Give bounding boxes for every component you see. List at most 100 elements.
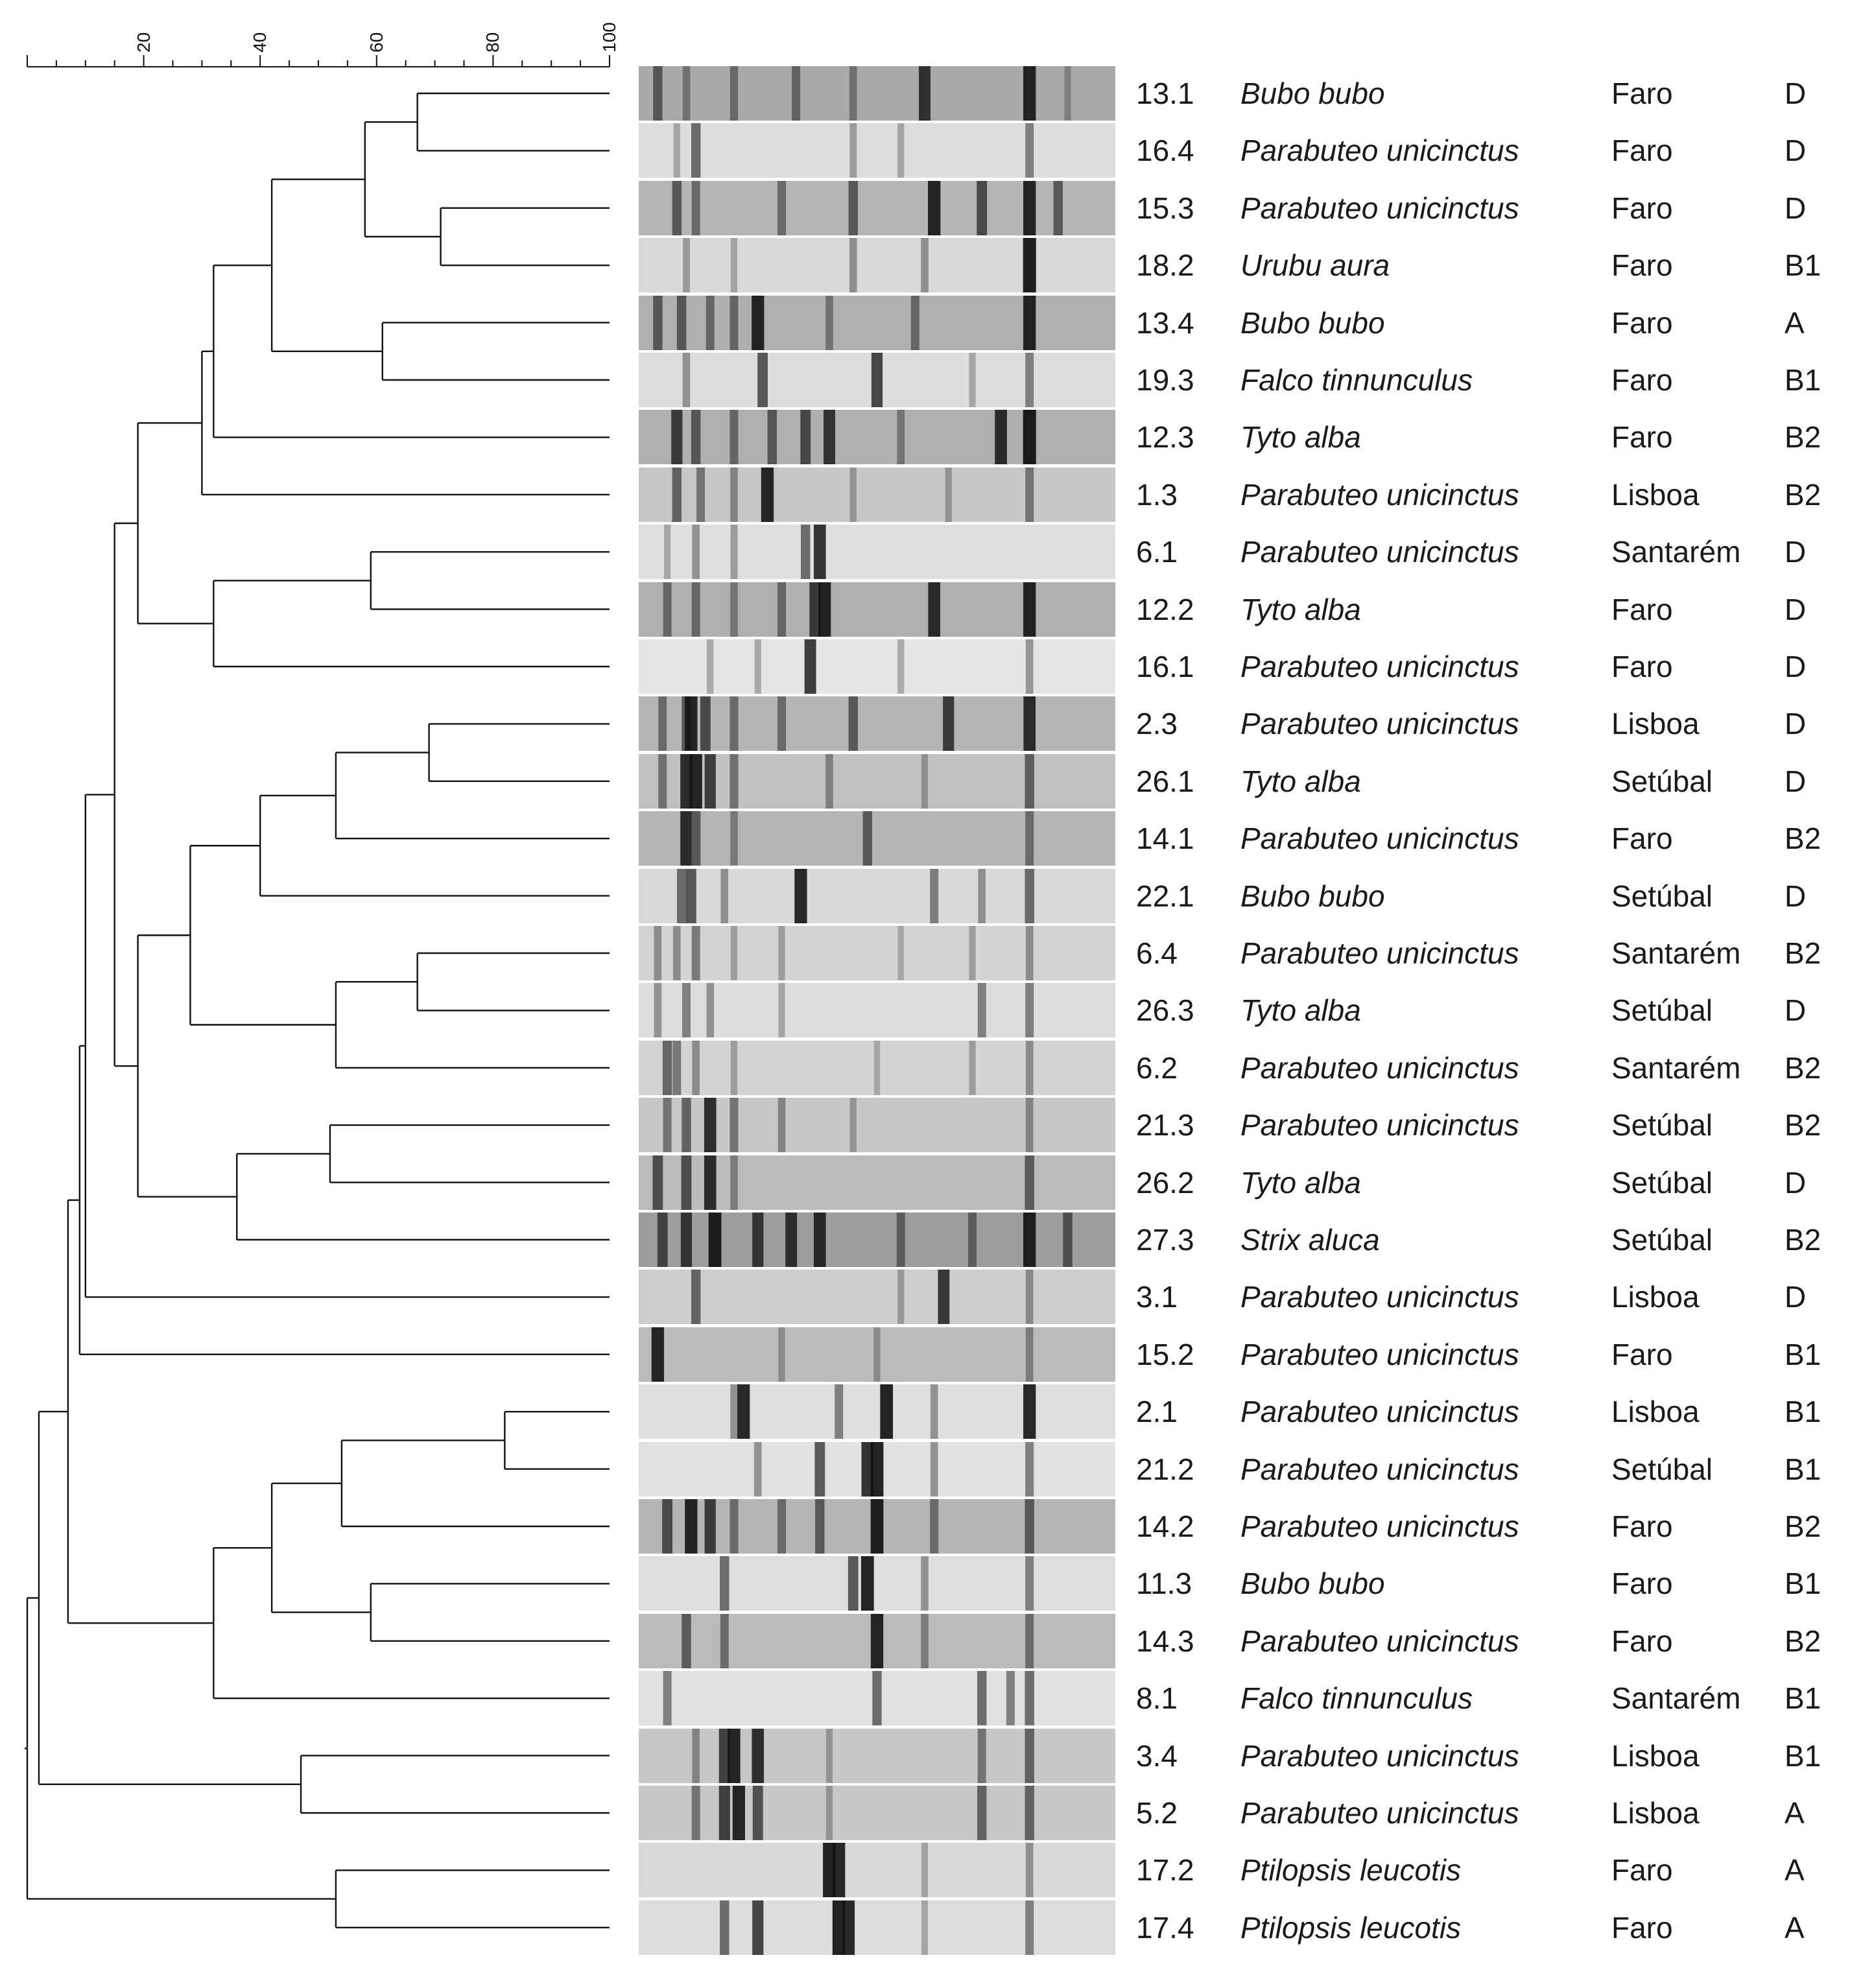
gel-band: [700, 696, 711, 751]
gel-band: [651, 1327, 665, 1382]
gel-band: [1023, 1384, 1036, 1439]
isolate-species: Parabuteo unicinctus: [1240, 1738, 1519, 1773]
isolate-row: 8.1 Falco tinnunculus Santarém B1: [0, 1670, 1850, 1727]
gel-band: [672, 1040, 682, 1095]
gel-band: [849, 467, 857, 522]
isolate-location: Faro: [1611, 191, 1673, 225]
gel-band: [752, 1786, 763, 1840]
gel-band: [930, 1441, 938, 1497]
isolate-row: 26.1 Tyto alba Setúbal D: [0, 753, 1850, 810]
gel-band: [706, 295, 715, 350]
gel-band: [1025, 123, 1034, 178]
gel-band: [921, 1556, 929, 1611]
isolate-species: Parabuteo unicinctus: [1240, 1337, 1519, 1371]
gel-band: [708, 1213, 722, 1267]
isolate-id: 14.3: [1136, 1624, 1194, 1658]
gel-band: [754, 639, 761, 694]
phylogroup: A: [1785, 305, 1805, 340]
isolate-row: 18.2 Urubu aura Faro B1: [0, 237, 1850, 294]
gel-band: [1025, 1786, 1034, 1840]
isolate-species: Ptilopsis leucotis: [1240, 1910, 1462, 1945]
isolate-location: Faro: [1611, 248, 1673, 283]
gel-band: [995, 410, 1007, 465]
gel-band: [737, 1384, 750, 1439]
phylogroup: D: [1785, 535, 1807, 569]
gel-band: [873, 1327, 881, 1382]
gel-band: [729, 696, 739, 751]
phylogroup: B2: [1785, 477, 1821, 512]
gel-band: [814, 1213, 826, 1267]
isolate-row: 26.2 Tyto alba Setúbal D: [0, 1154, 1850, 1211]
gel-band: [777, 582, 786, 637]
isolate-id: 17.2: [1136, 1853, 1194, 1887]
gel-band: [1025, 1843, 1034, 1898]
isolate-species: Tyto alba: [1240, 1165, 1361, 1200]
gel-lane: [639, 1441, 1115, 1497]
isolate-row: 5.2 Parabuteo unicinctus Lisboa A: [0, 1784, 1850, 1841]
gel-band: [930, 1499, 939, 1554]
isolate-row: 6.1 Parabuteo unicinctus Santarém D: [0, 523, 1850, 580]
isolate-location: Faro: [1611, 305, 1673, 340]
isolate-location: Faro: [1611, 1509, 1673, 1543]
gel-lane: [639, 753, 1115, 809]
gel-band: [676, 295, 687, 350]
phylogroup: B1: [1785, 363, 1821, 397]
isolate-species: Tyto alba: [1240, 420, 1361, 455]
gel-band: [691, 410, 701, 465]
isolate-species: Ptilopsis leucotis: [1240, 1853, 1462, 1887]
isolate-species: Parabuteo unicinctus: [1240, 477, 1519, 512]
gel-band: [654, 983, 662, 1038]
gel-band: [1025, 1441, 1034, 1497]
isolate-id: 6.2: [1136, 1050, 1178, 1085]
gel-band: [685, 868, 696, 923]
isolate-location: Setúbal: [1611, 993, 1713, 1028]
phylogroup: B1: [1785, 1452, 1821, 1486]
isolate-species: Parabuteo unicinctus: [1240, 822, 1519, 856]
isolate-species: Parabuteo unicinctus: [1240, 1050, 1519, 1085]
gel-band: [862, 811, 872, 866]
gel-band: [860, 1556, 874, 1611]
gel-band: [872, 1671, 882, 1726]
isolate-species: Bubo bubo: [1240, 879, 1385, 913]
gel-band: [730, 1384, 738, 1439]
gel-lane: [639, 1155, 1115, 1210]
gel-band: [752, 1900, 764, 1955]
gel-band: [682, 1613, 691, 1668]
isolate-row: 1.3 Parabuteo unicinctus Lisboa B2: [0, 466, 1850, 523]
phylogroup: A: [1785, 1796, 1805, 1830]
gel-band: [729, 753, 739, 809]
gel-band: [824, 410, 835, 465]
isolate-row: 13.4 Bubo bubo Faro A: [0, 294, 1850, 351]
gel-band: [658, 696, 667, 751]
gel-band: [833, 1843, 846, 1898]
gel-band: [1023, 410, 1036, 465]
gel-band: [691, 811, 701, 866]
gel-band: [1025, 983, 1034, 1038]
isolate-id: 13.4: [1136, 305, 1194, 340]
phylogroup: B1: [1785, 1681, 1821, 1716]
gel-band: [691, 180, 700, 235]
gel-band: [1025, 1270, 1034, 1325]
gel-band: [835, 1384, 844, 1439]
gel-band: [1064, 66, 1071, 121]
isolate-location: Setúbal: [1611, 1223, 1713, 1257]
gel-band: [696, 467, 706, 522]
gel-band: [1025, 1671, 1034, 1726]
isolate-location: Setúbal: [1611, 1108, 1713, 1142]
gel-lane: [639, 1327, 1115, 1382]
gel-band: [691, 123, 701, 178]
gel-band: [653, 295, 663, 350]
gel-lane: [639, 353, 1115, 407]
isolate-row: 19.3 Falco tinnunculus Faro B1: [0, 351, 1850, 408]
gel-lane: [639, 180, 1115, 235]
phylogroup: B2: [1785, 822, 1821, 856]
gel-band: [1023, 696, 1036, 751]
gel-lane: [639, 1671, 1115, 1726]
gel-band: [928, 582, 940, 637]
gel-band: [680, 753, 693, 809]
gel-lane: [639, 467, 1115, 522]
gel-band: [930, 868, 939, 923]
gel-band: [729, 1499, 739, 1554]
isolate-location: Lisboa: [1611, 1280, 1700, 1314]
isolate-location: Faro: [1611, 77, 1673, 110]
